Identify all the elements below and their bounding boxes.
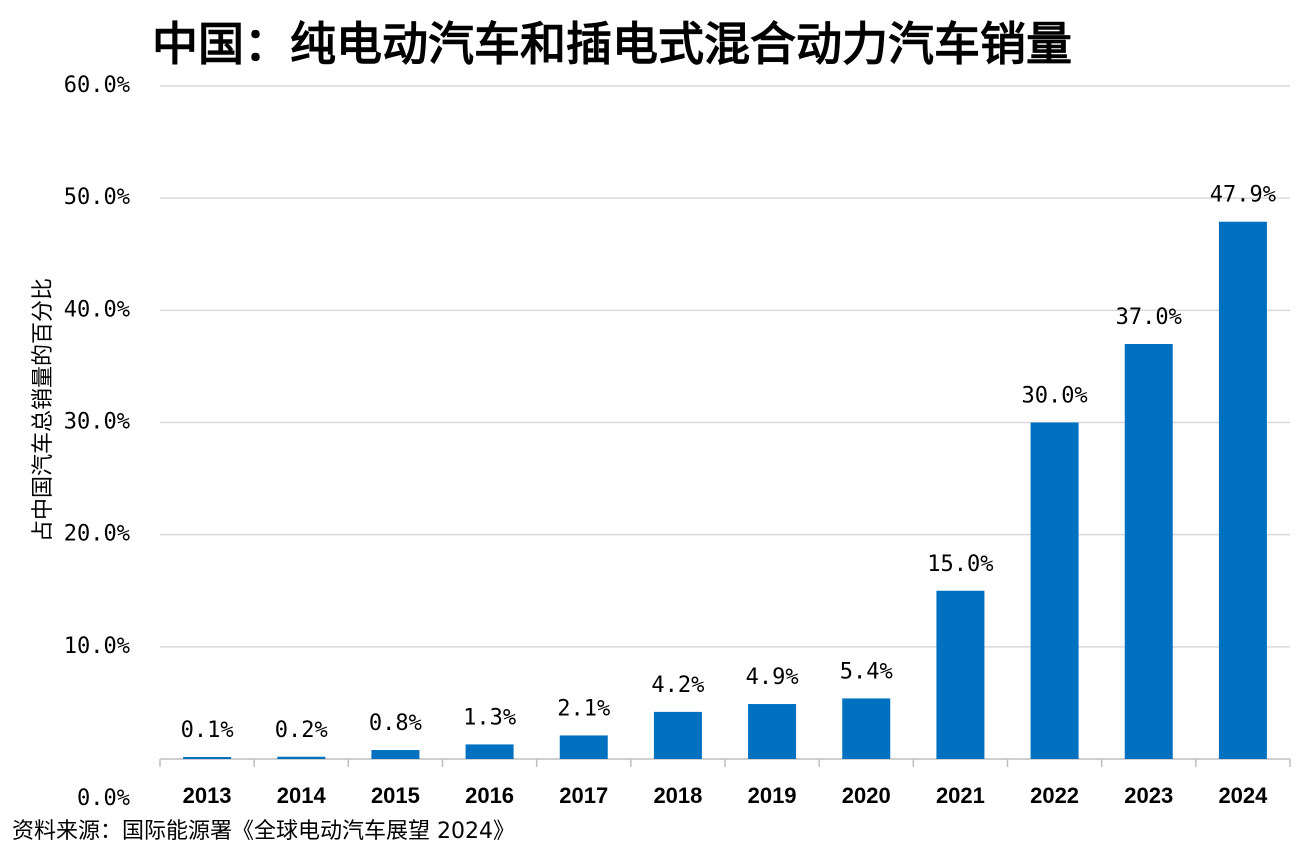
bars — [183, 221, 1267, 759]
data-label-2015: 0.8% — [369, 711, 422, 736]
x-tick-label-2023: 2023 — [1124, 783, 1173, 808]
bar-2016 — [465, 744, 514, 759]
data-label-2018: 4.2% — [651, 673, 704, 698]
x-tick-label-2014: 2014 — [277, 783, 327, 808]
data-label-2013: 0.1% — [181, 718, 234, 743]
x-tick-label-2024: 2024 — [1218, 783, 1268, 808]
bar-2024 — [1218, 221, 1267, 759]
data-label-2024: 47.9% — [1210, 183, 1276, 208]
gridlines — [160, 85, 1290, 648]
bar-2022 — [1030, 422, 1079, 759]
bar-2017 — [559, 735, 608, 759]
y-axis-ticks: 0.0% 10.0% 20.0% 30.0% 40.0% 50.0% 60.0% — [64, 73, 130, 811]
data-label-2023: 37.0% — [1116, 305, 1182, 330]
y-tick-label: 50.0% — [64, 185, 130, 210]
data-label-2022: 30.0% — [1021, 384, 1087, 409]
x-tick-label-2017: 2017 — [559, 783, 608, 808]
bar-2014 — [277, 756, 326, 759]
x-tick-label-2022: 2022 — [1030, 783, 1079, 808]
data-label-2020: 5.4% — [840, 659, 893, 684]
y-tick-label: 20.0% — [64, 522, 130, 547]
bar-2019 — [748, 704, 797, 759]
bar-2023 — [1124, 343, 1173, 759]
data-labels: 0.1% 0.2% 0.8% 1.3% 2.1% 4.2% 4.9% 5.4% 15.0% 30.… — [181, 183, 1276, 743]
data-label-2017: 2.1% — [557, 696, 610, 721]
x-axis — [159, 758, 1291, 767]
y-tick-label: 0.0% — [77, 786, 130, 811]
x-axis-ticks: 2013 2014 2015 2016 2017 2018 2019 2020 2021 2022… — [183, 783, 1269, 808]
data-label-2021: 15.0% — [927, 552, 993, 577]
y-axis-label: 占中国汽车总销量的百分比 — [31, 278, 56, 542]
x-tick-label-2018: 2018 — [653, 783, 702, 808]
x-tick-label-2021: 2021 — [936, 783, 985, 808]
x-tick-label-2019: 2019 — [748, 783, 797, 808]
y-tick-label: 30.0% — [64, 410, 130, 435]
bar-2021 — [936, 590, 985, 759]
data-label-2014: 0.2% — [275, 718, 328, 743]
x-tick-label-2015: 2015 — [371, 783, 420, 808]
chart-title: 中国：纯电动汽车和插电式混合动力汽车销量 — [152, 17, 1072, 71]
y-tick-label: 10.0% — [64, 634, 130, 659]
y-tick-label: 40.0% — [64, 297, 130, 322]
bar-2013 — [183, 757, 232, 759]
y-tick-label: 60.0% — [64, 73, 130, 98]
bar-2020 — [842, 698, 891, 759]
data-label-2019: 4.9% — [746, 665, 799, 690]
data-label-2016: 1.3% — [463, 705, 516, 730]
x-tick-label-2020: 2020 — [842, 783, 891, 808]
bar-2015 — [371, 750, 420, 759]
source-note: 资料来源：国际能源署《全球电动汽车展望 2024》 — [12, 819, 515, 844]
bar-2018 — [653, 711, 702, 759]
x-tick-label-2016: 2016 — [465, 783, 514, 808]
x-tick-label-2013: 2013 — [183, 783, 232, 808]
